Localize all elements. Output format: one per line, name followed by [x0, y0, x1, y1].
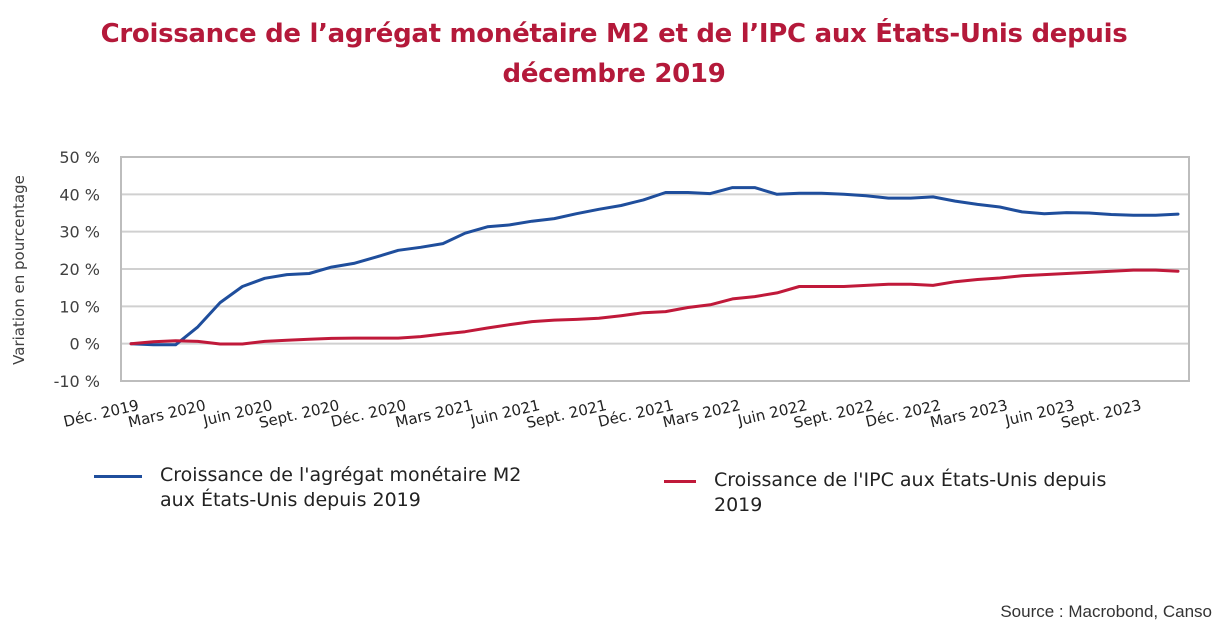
plot-frame — [120, 156, 1190, 382]
x-tick-label: Mars 2021 — [394, 396, 475, 431]
y-axis-ticks: -10 % 0 % 10 % 20 % 30 % 40 % 50 % — [54, 148, 100, 391]
y-tick-label: 10 % — [59, 297, 100, 316]
legend-item-m2: Croissance de l'agrégat monétaire M2 aux… — [94, 463, 634, 517]
y-tick-label: -10 % — [54, 372, 100, 391]
legend-label-cpi-line1: Croissance de l'IPC aux États-Unis depui… — [714, 469, 1107, 491]
y-tick-label: 40 % — [59, 185, 100, 204]
legend-label-m2-line1: Croissance de l'agrégat monétaire M2 — [160, 464, 522, 486]
y-axis-label: Variation en pourcentage — [10, 175, 28, 365]
gridlines — [121, 193, 1189, 345]
x-tick-label: Mars 2023 — [928, 396, 1009, 431]
legend-swatch-m2 — [94, 475, 142, 478]
series-line-cpi — [129, 268, 1180, 346]
legend-label-cpi-line2: 2019 — [714, 494, 763, 516]
chart: -10 % 0 % 10 % 20 % 30 % 40 % 50 % Déc. 2019Ma… — [10, 148, 1190, 432]
source-note: Source : Macrobond, Canso — [1000, 602, 1212, 621]
legend-swatch-cpi — [664, 480, 696, 483]
chart-title: Croissance de l’agrégat monétaire M2 et … — [0, 14, 1228, 94]
chart-title-line1: Croissance de l’agrégat monétaire M2 et … — [100, 19, 1128, 49]
x-tick-label: Mars 2020 — [126, 396, 207, 431]
y-tick-label: 50 % — [59, 148, 100, 167]
x-tick-label: Mars 2022 — [661, 396, 742, 431]
y-tick-label: 20 % — [59, 260, 100, 279]
legend-label-m2-line2: aux États-Unis depuis 2019 — [160, 489, 421, 511]
y-tick-label: 30 % — [59, 223, 100, 242]
legend-item-cpi: Croissance de l'IPC aux États-Unis depui… — [664, 468, 1214, 522]
y-tick-label: 0 % — [70, 335, 100, 354]
chart-title-line2: décembre 2019 — [502, 59, 726, 89]
series-line-m2 — [129, 186, 1180, 347]
series-lines — [129, 186, 1180, 347]
